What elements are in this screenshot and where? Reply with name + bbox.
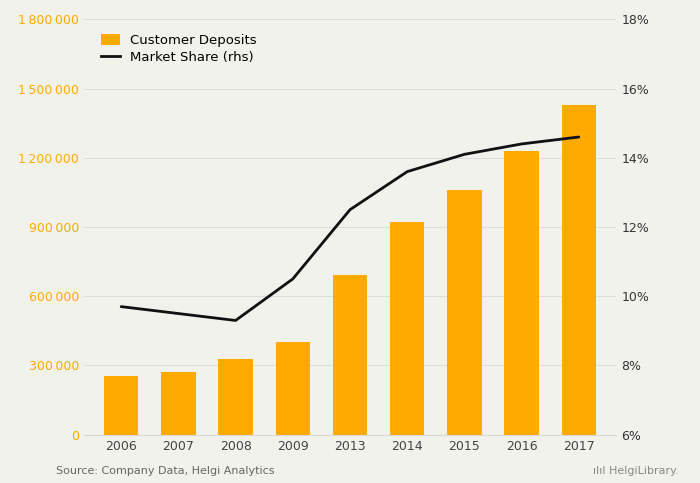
Bar (332, 275, 368, 435)
Bar (447, 190, 482, 435)
Text: ılıl HelgiLibrary.: ılıl HelgiLibrary. (594, 466, 679, 476)
Bar (561, 105, 596, 435)
Bar (505, 151, 539, 435)
Legend: Customer Deposits, Market Share (rhs): Customer Deposits, Market Share (rhs) (102, 34, 257, 64)
Bar (218, 358, 253, 435)
Bar (104, 376, 139, 435)
Bar (276, 342, 310, 435)
Text: Source: Company Data, Helgi Analytics: Source: Company Data, Helgi Analytics (56, 466, 274, 476)
Bar (390, 222, 424, 435)
Bar (161, 372, 195, 435)
